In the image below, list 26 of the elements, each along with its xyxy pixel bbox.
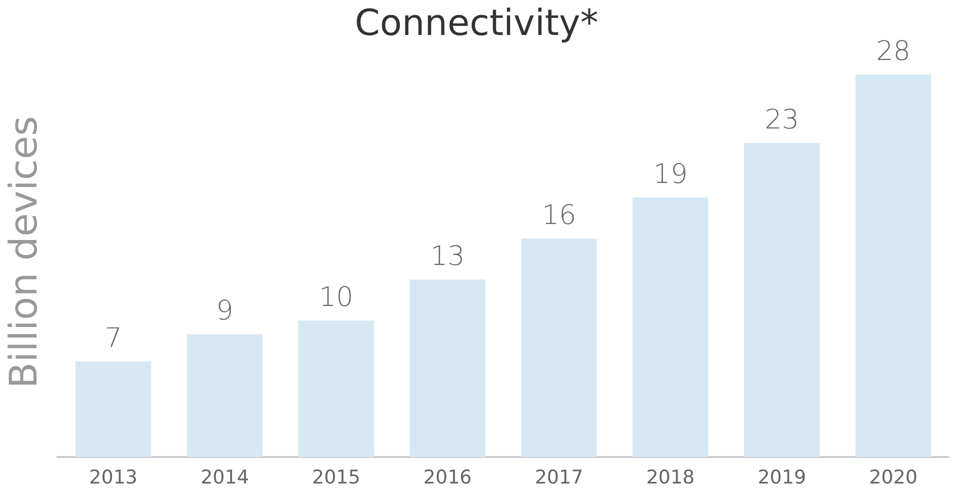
bar	[632, 198, 708, 458]
x-tick-label: 2018	[646, 466, 695, 489]
x-tick-label: 2019	[758, 466, 806, 489]
bar	[855, 74, 932, 458]
data-label: 23	[764, 104, 800, 136]
bar	[521, 238, 597, 458]
data-label: 10	[318, 282, 354, 314]
bar	[298, 320, 374, 458]
y-axis-title: Billion devices	[2, 116, 46, 388]
x-tick-label: 2014	[200, 466, 249, 489]
data-label: 13	[430, 241, 465, 272]
chart-title: Connectivity*	[354, 2, 598, 44]
data-label: 7	[104, 323, 122, 354]
bar	[410, 280, 486, 458]
bar	[744, 142, 820, 458]
bar	[75, 362, 152, 458]
data-label: 28	[876, 36, 910, 68]
bar	[186, 334, 263, 458]
x-tick-label: 2017	[534, 466, 584, 489]
data-label: 19	[653, 159, 688, 190]
x-tick-label: 2020	[869, 466, 918, 489]
x-tick-label: 2016	[423, 466, 472, 489]
x-tick-label: 2015	[312, 466, 360, 489]
data-label: 9	[216, 296, 234, 327]
data-label: 16	[542, 200, 576, 232]
x-tick-label: 2013	[89, 466, 138, 489]
